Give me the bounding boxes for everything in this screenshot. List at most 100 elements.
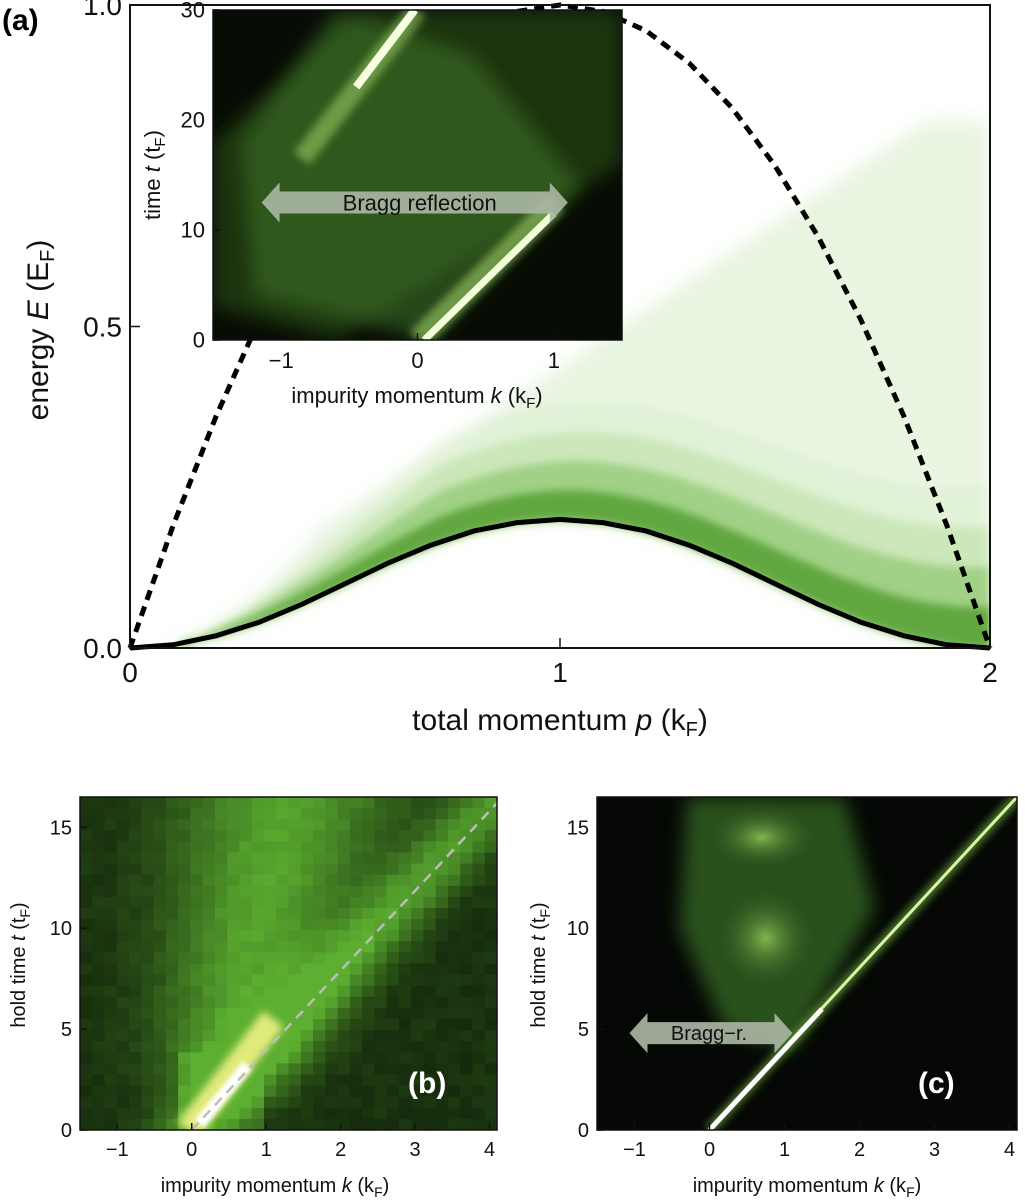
panel-b-heat-cell: [227, 985, 241, 998]
panel-b-heat-cell: [104, 930, 118, 942]
panel-b-heat-cell: [337, 1118, 351, 1130]
panel-b-heat-cell: [116, 930, 130, 942]
panel-b-heat-cell: [337, 908, 351, 920]
panel-b-heat-cell: [386, 985, 400, 998]
panel-b-heat-cell: [447, 941, 461, 953]
panel-b-heat-cell: [288, 963, 302, 976]
panel-b-heat-cell: [129, 1118, 142, 1130]
panel-b-heat-cell: [386, 885, 400, 898]
panel-b-heat-cell: [165, 974, 179, 987]
panel-b-heat-cell: [300, 808, 314, 820]
panel-b-heat-cell: [337, 1030, 351, 1042]
panel-a-inset: −1 0 1 0 10 20 30 Bragg reflection impurity m…: [140, 0, 623, 412]
panel-b-heat-cell: [141, 841, 155, 854]
panel-b-heat-cell: [460, 1041, 474, 1053]
bragg-r-label: Bragg−r.: [671, 1023, 747, 1045]
panel-b-heat-cell: [472, 1052, 486, 1064]
panel-b-heat-cell: [190, 996, 204, 1009]
inset-x-ticks: −1 0 1: [269, 333, 560, 373]
panel-b-heat-cell: [239, 963, 253, 976]
panel-b-heat-cell: [313, 963, 326, 976]
panel-b-heat-cell: [92, 830, 106, 842]
panel-b-heat-cell: [386, 1107, 400, 1120]
panel-b-heat-cell: [447, 985, 461, 998]
panel-b-heat-cell: [129, 996, 142, 1009]
panel-b-heat-cell: [386, 830, 400, 842]
panel-b-heat-cell: [239, 985, 253, 998]
panel-b-heat-cell: [214, 1019, 228, 1031]
panel-b-heat-cell: [398, 996, 412, 1009]
inset-y-tick-label: 10: [181, 218, 205, 243]
panel-b-heat-cell: [80, 852, 93, 865]
panel-b-heat-cell: [386, 852, 400, 865]
panel-b-heat-cell: [386, 841, 400, 854]
panel-b-heat-cell: [104, 1096, 118, 1109]
panel-b-heat-cell: [129, 963, 142, 976]
panel-b-heat-cell: [276, 963, 290, 976]
panel-b-heat-cell: [165, 1074, 179, 1087]
panel-b-heat-cell: [178, 930, 191, 942]
panel-b-heat-cell: [398, 863, 412, 876]
panel-b-heat-cell: [116, 908, 130, 920]
inset-upper-streak: [352, 10, 418, 90]
panel-b-heat-cell: [214, 852, 228, 865]
panel-b-heat-cell: [80, 1052, 93, 1064]
panel-b-heat-cell: [460, 1007, 474, 1020]
panel-b-heat-cell: [251, 863, 265, 876]
panel-b-heat-cell: [325, 1118, 339, 1130]
panel-a: 0 1 2 0.0 0.5 1.0 total momentum p (kF) ener…: [2, 0, 998, 741]
panel-b-heat-cell: [92, 852, 106, 865]
panel-b-heat-cell: [325, 952, 339, 965]
panel-b-heat-cell: [214, 1107, 228, 1120]
panel-b-heat-cell: [484, 841, 497, 854]
panel-b-heat-cell: [288, 919, 302, 931]
panel-b-heat-cell: [239, 919, 253, 931]
panel-b-heat-cell: [288, 874, 302, 887]
panel-b-heat-cell: [153, 1007, 167, 1020]
panel-b-heat-cell: [104, 797, 118, 809]
panel-b-heat-cell: [251, 985, 265, 998]
panel-b-heat-cell: [374, 852, 388, 865]
panel-b-heat-cell: [165, 1052, 179, 1064]
panel-b-heat-cell: [165, 963, 179, 976]
panel-b-heat-cell: [129, 874, 142, 887]
panel-b-heat-cell: [300, 919, 314, 931]
panel-b-heat-cell: [239, 974, 253, 987]
panel-b-heat-cell: [362, 963, 375, 976]
panel-b-heat-cell: [92, 1030, 106, 1042]
panel-b-heat-cell: [178, 797, 191, 809]
panel-b-heat-cell: [313, 808, 326, 820]
panel-b-heat-cell: [251, 1118, 265, 1130]
panel-b-heat-cell: [362, 885, 375, 898]
panel-b-heat-cell: [325, 1052, 339, 1064]
panel-b-heat-cell: [116, 1007, 130, 1020]
panel-b-heat-cell: [435, 985, 449, 998]
panel-b-heat-cell: [386, 808, 400, 820]
panel-b-heat-cell: [423, 996, 437, 1009]
panel-b-heat-cell: [423, 819, 437, 831]
panel-b-heat-cell: [411, 952, 425, 965]
panel-b-heat-cell: [423, 952, 437, 965]
panel-b-heat-cell: [239, 1118, 253, 1130]
panel-b-heat-cell: [447, 852, 461, 865]
panel-b-heat-cell: [423, 1052, 437, 1064]
panel-b-heat-cell: [104, 1085, 118, 1098]
panel-b-heat-cell: [472, 1007, 486, 1020]
panel-c-heatmap: [679, 797, 1017, 1130]
panel-b-heat-cell: [80, 1063, 93, 1076]
panel-b-heat-cell: [398, 1041, 412, 1053]
panel-b-heat-cell: [398, 1007, 412, 1020]
panel-b-heat-cell: [227, 896, 241, 909]
inset-y-ticks: 0 10 20 30: [181, 0, 220, 353]
panel-b-heat-cell: [288, 852, 302, 865]
panel-b-heat-cell: [104, 952, 118, 965]
panel-b-heat-cell: [104, 963, 118, 976]
panel-b-heat-cell: [190, 1074, 204, 1087]
panel-b-heat-cell: [104, 985, 118, 998]
panel-b-heat-cell: [460, 1019, 474, 1031]
panel-b-heat-cell: [153, 885, 167, 898]
panel-b-heat-cell: [435, 1030, 449, 1042]
panel-b-heat-cell: [460, 841, 474, 854]
panel-b-heat-cell: [313, 1063, 326, 1076]
panel-b-heat-cell: [435, 1085, 449, 1098]
